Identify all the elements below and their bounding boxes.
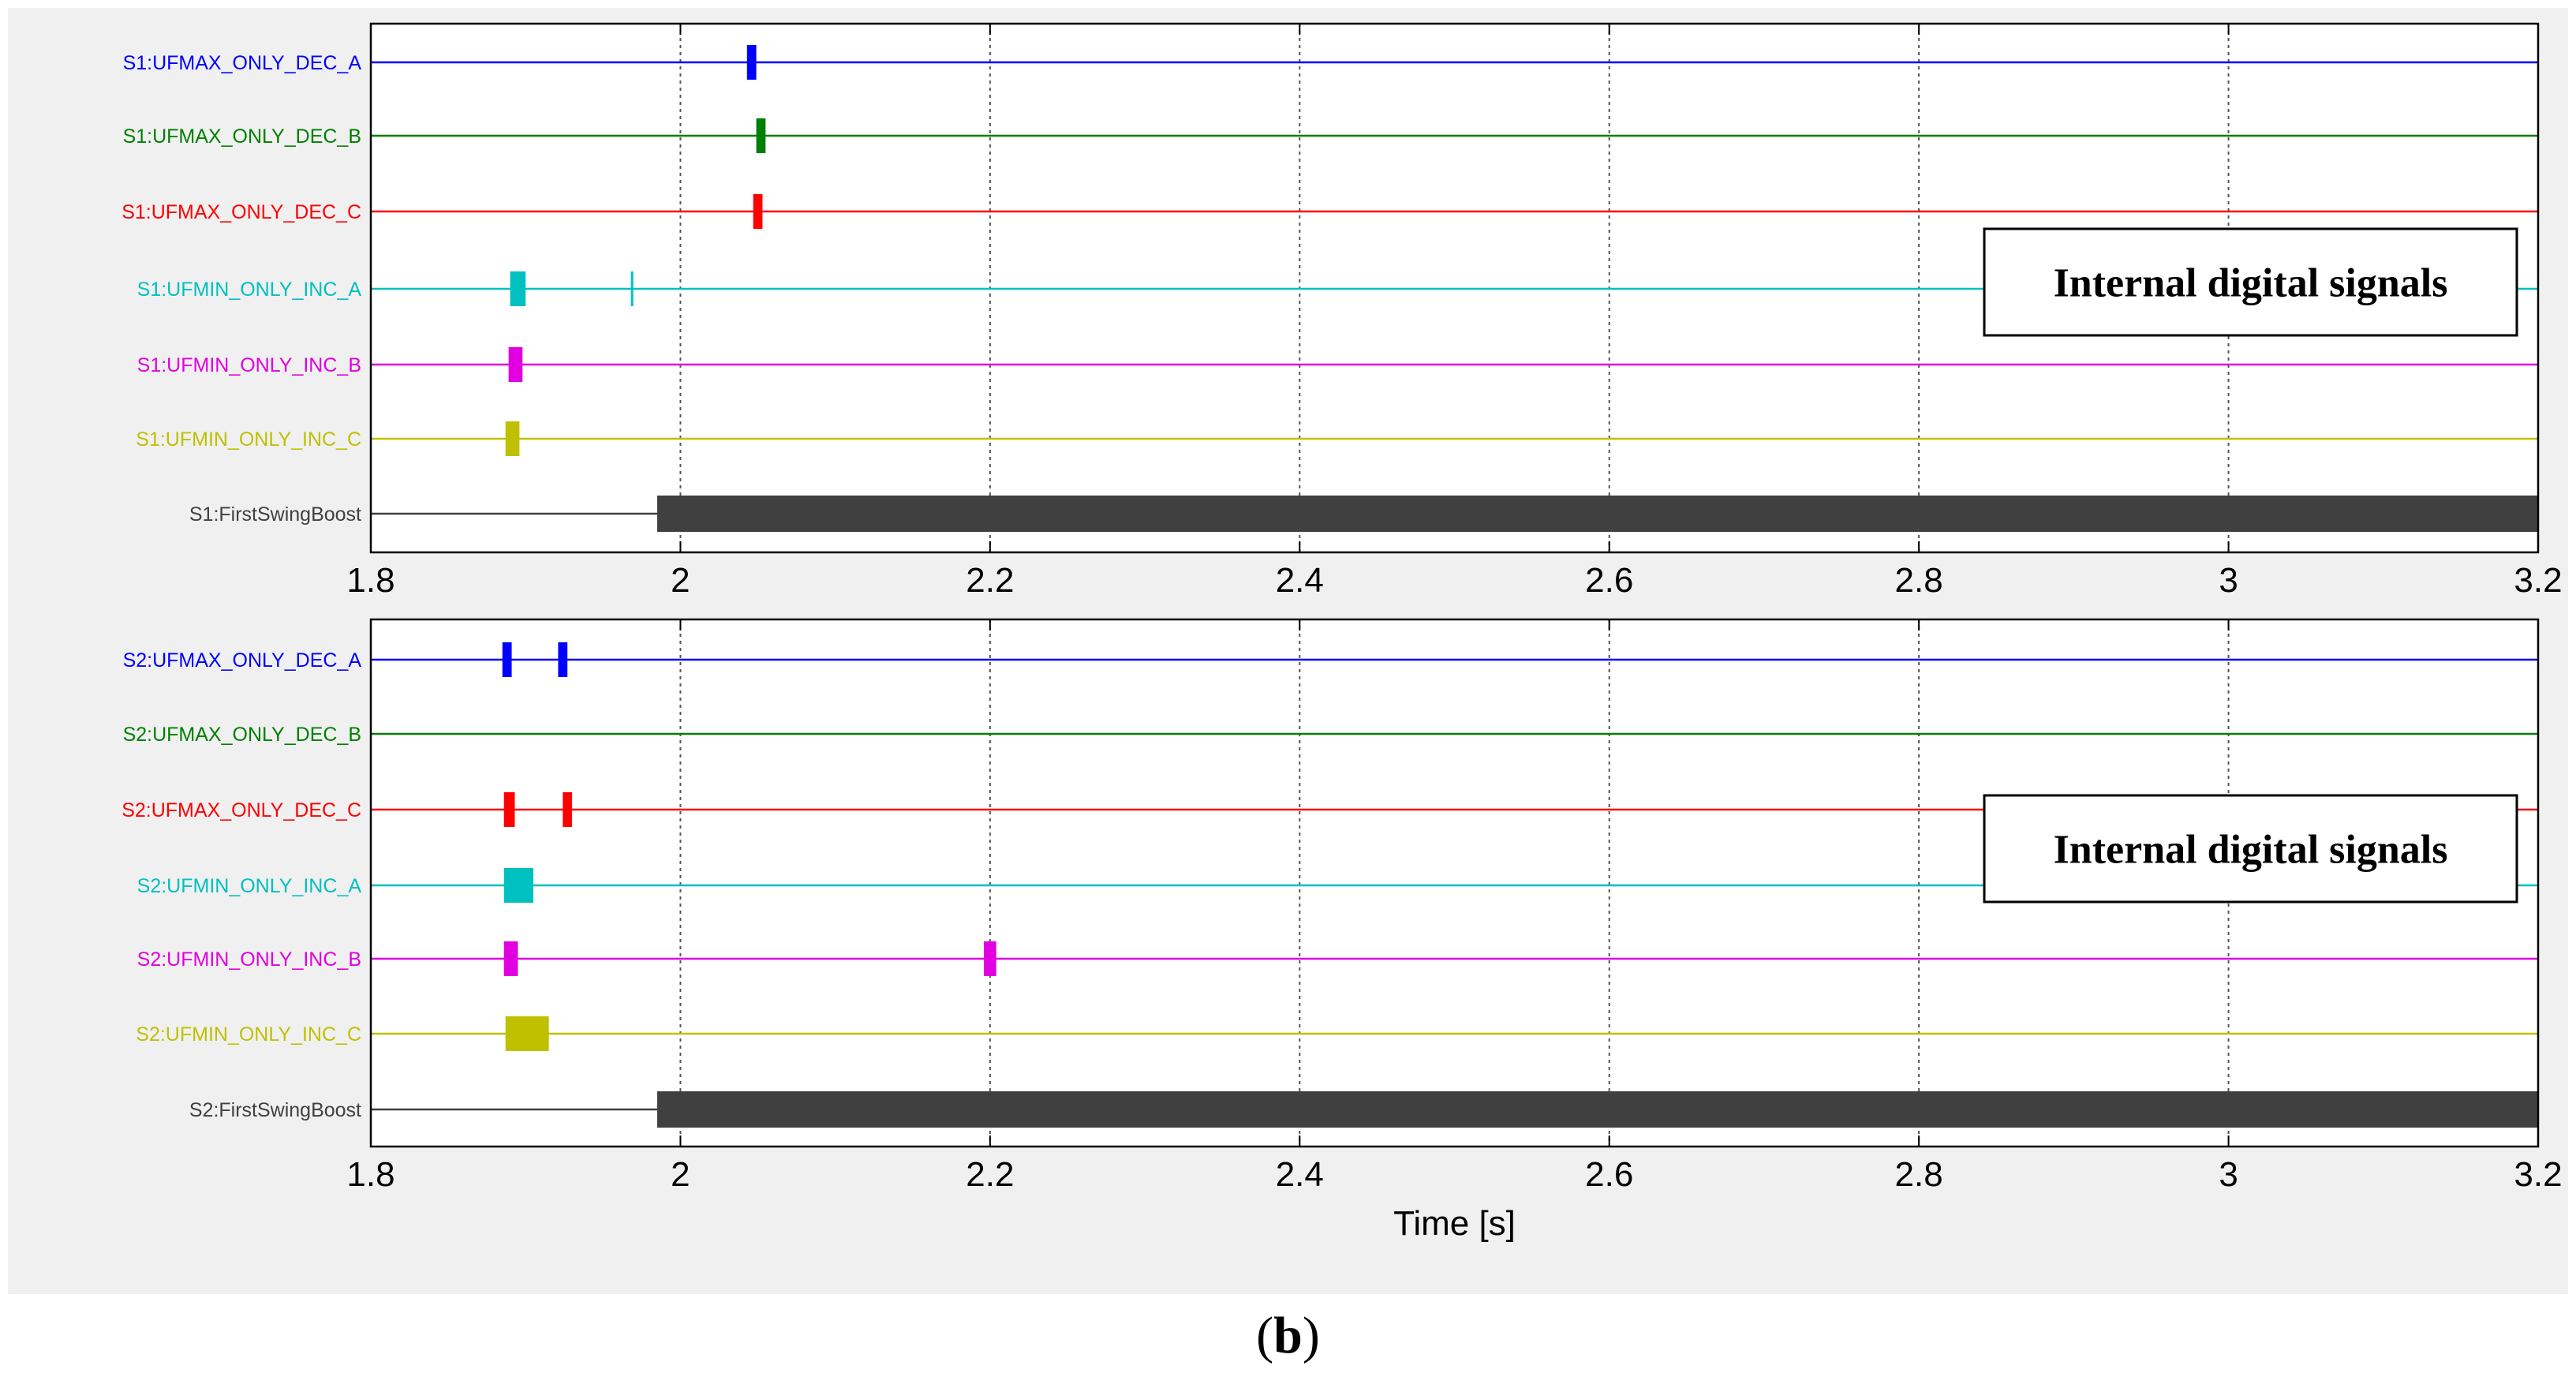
signal-pulse (503, 941, 518, 976)
signal-label: S1:UFMAX_ONLY_DEC_A (123, 52, 362, 74)
x-tick-label: 2 (671, 561, 690, 600)
signal-pulse (753, 194, 763, 229)
signal-pulse (984, 941, 996, 976)
signal-label: S1:FirstSwingBoost (189, 503, 361, 526)
axes-frame (369, 22, 2540, 554)
signal-pulse (503, 792, 515, 827)
x-tick-label: 2.8 (1895, 1155, 1943, 1194)
signal-pulse (630, 271, 634, 306)
signal-label: S1:UFMIN_ONLY_INC_C (136, 428, 361, 451)
x-tick-label: 2.4 (1276, 1155, 1324, 1194)
signal-label: S2:UFMAX_ONLY_DEC_B (123, 724, 361, 746)
x-tick-label: 2.6 (1585, 1155, 1633, 1194)
signal-label: S2:UFMAX_ONLY_DEC_C (122, 799, 361, 821)
signal-pulse (508, 347, 523, 382)
annotation-box (1983, 227, 2518, 337)
signal-pulse (756, 118, 766, 153)
signal-pulse (558, 642, 568, 677)
signal-label: S2:UFMIN_ONLY_INC_A (137, 875, 362, 897)
signal-pulse (502, 642, 512, 677)
signal-label: S2:FirstSwingBoost (189, 1099, 361, 1121)
x-tick-label: 2.2 (966, 561, 1014, 600)
signal-label: S1:UFMAX_ONLY_DEC_C (122, 201, 361, 223)
figure-caption: (b) (1256, 1307, 1320, 1364)
annotation-text: Internal digital signals (2054, 261, 2448, 306)
annotation-box (1983, 794, 2518, 904)
signal-pulse (656, 496, 2539, 532)
x-tick-label: 3 (2219, 561, 2238, 600)
x-tick-label: 2.4 (1276, 561, 1324, 600)
chart-2: S2:UFMAX_ONLY_DEC_A S2:UFMAX_ONLY_DEC_B S2… (122, 618, 2563, 1243)
signal-label: S1:UFMIN_ONLY_INC_B (137, 354, 361, 376)
annotation-text: Internal digital signals (2054, 828, 2448, 873)
signal-pulse (505, 421, 520, 456)
figure-caption-letter: b (1273, 1307, 1303, 1364)
x-tick-label: 1.8 (346, 561, 394, 600)
signal-label: S2:UFMIN_ONLY_INC_B (137, 948, 361, 971)
signal-pulse (503, 868, 534, 903)
signal-pulse (656, 1091, 2539, 1128)
x-tick-label: 3.2 (2514, 1155, 2562, 1194)
x-tick-label: 2.6 (1585, 561, 1633, 600)
signal-label: S1:UFMIN_ONLY_INC_A (137, 279, 362, 301)
x-tick-label: 3.2 (2514, 561, 2562, 600)
x-axis-label: Time [s] (1393, 1204, 1516, 1243)
signal-label: S1:UFMAX_ONLY_DEC_B (123, 125, 361, 148)
signal-label: S2:UFMAX_ONLY_DEC_A (123, 649, 362, 672)
x-tick-label: 2 (671, 1155, 690, 1194)
signal-pulse (563, 792, 573, 827)
x-tick-label: 2.2 (966, 1155, 1014, 1194)
axes-frame (369, 618, 2540, 1148)
x-tick-label: 1.8 (346, 1155, 394, 1194)
chart-1: S1:UFMAX_ONLY_DEC_A S1:UFMAX_ONLY_DEC_B S1… (122, 22, 2563, 600)
signal-pulse (505, 1016, 549, 1051)
x-tick-label: 2.8 (1895, 561, 1943, 600)
signal-pulse (746, 45, 757, 80)
signal-pulse (510, 271, 526, 306)
signal-label: S2:UFMIN_ONLY_INC_C (136, 1023, 361, 1046)
x-tick-label: 3 (2219, 1155, 2238, 1194)
